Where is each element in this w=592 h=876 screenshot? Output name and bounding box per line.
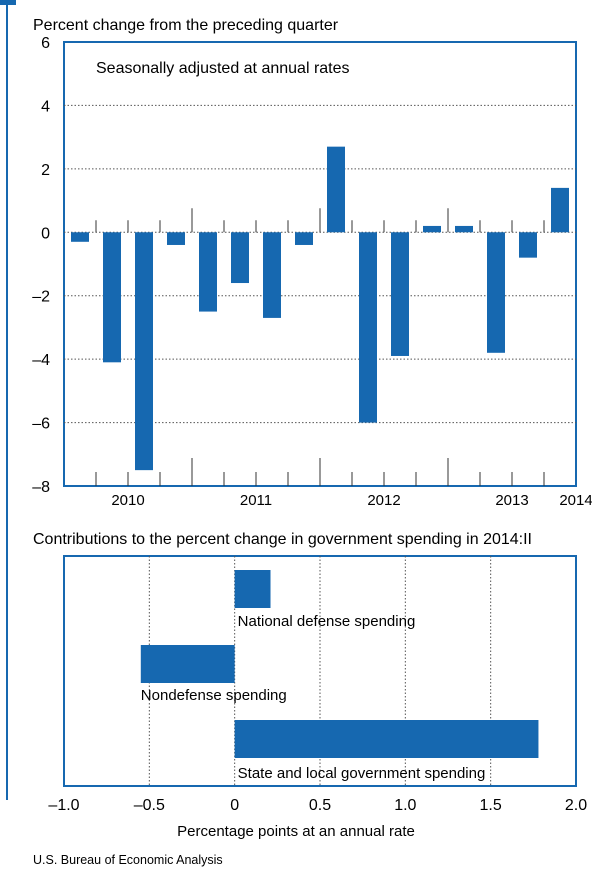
chart1-bar (135, 232, 153, 471)
chart1-subtitle: Seasonally adjusted at annual rates (96, 60, 350, 77)
chart1-y-tick-label: –2 (32, 289, 50, 306)
left-accent-rule (6, 0, 8, 800)
chart1-bar (199, 232, 217, 312)
chart2-x-axis-label: Percentage points at an annual rate (177, 823, 415, 840)
chart1-y-tick-label: –4 (32, 352, 50, 369)
chart1-bar (167, 232, 185, 245)
chart1-bar (455, 225, 473, 233)
chart2-bar-labels: National defense spending Nondefense spen… (141, 613, 486, 782)
chart2-x-tick-label: 2.0 (565, 797, 587, 814)
chart2-x-tick-label: –1.0 (48, 797, 79, 814)
chart2-x-axis: –1.0 –0.5 0 0.5 1.0 1.5 2.0 (48, 797, 587, 814)
chart2-bar (234, 570, 271, 608)
chart2-title: Contributions to the percent change in g… (33, 531, 532, 548)
chart1-year-label: 2013 (495, 492, 528, 509)
chart2-bar-label: National defense spending (238, 613, 416, 630)
chart1-y-tick-label: 0 (41, 225, 50, 242)
chart2-bar (234, 720, 539, 758)
chart2-bar-label: Nondefense spending (141, 687, 287, 704)
chart1-y-tick-label: 4 (41, 98, 50, 115)
chart1-bar (103, 232, 121, 363)
chart1-bar (519, 232, 537, 258)
chart1-year-label: 2014 (559, 492, 592, 509)
source-note: U.S. Bureau of Economic Analysis (33, 853, 223, 867)
chart2-x-tick-label: –0.5 (134, 797, 165, 814)
chart2-x-tick-label: 0 (230, 797, 239, 814)
chart1-bars (71, 146, 569, 471)
chart1-bar (391, 232, 409, 356)
chart1-title: Percent change from the preceding quarte… (33, 17, 339, 34)
chart1-bar (487, 232, 505, 353)
chart1-x-axis: 2010 2011 2012 2013 2014 (111, 492, 592, 509)
chart2-x-tick-label: 0.5 (309, 797, 331, 814)
chart2-x-tick-label: 1.5 (480, 797, 502, 814)
chart1-y-tick-label: 2 (41, 162, 50, 179)
chart2-bars (140, 570, 539, 758)
chart1-bar (231, 232, 249, 284)
chart1-year-label: 2012 (367, 492, 400, 509)
chart1-y-tick-label: 6 (41, 35, 50, 52)
chart1-year-label: 2011 (240, 492, 272, 509)
chart1-year-dividers (95, 208, 545, 486)
chart1-bar (359, 232, 377, 423)
chart1-year-label: 2010 (111, 492, 144, 509)
chart1-bar (71, 232, 89, 242)
chart1-bar (263, 232, 281, 318)
chart1-y-axis: 6 4 2 0 –2 –4 –6 –8 (32, 35, 50, 496)
chart1-bar (551, 187, 569, 233)
chart2-bar-label: State and local government spending (238, 765, 486, 782)
chart1-bar (295, 232, 313, 245)
chart2-x-tick-label: 1.0 (394, 797, 416, 814)
chart2-bar (140, 645, 235, 683)
chart1-bar (423, 225, 441, 233)
chart1-bar (327, 146, 345, 233)
accent-bar (0, 0, 16, 5)
chart1-y-tick-label: –6 (32, 416, 50, 433)
chart1-y-tick-label: –8 (32, 479, 50, 496)
